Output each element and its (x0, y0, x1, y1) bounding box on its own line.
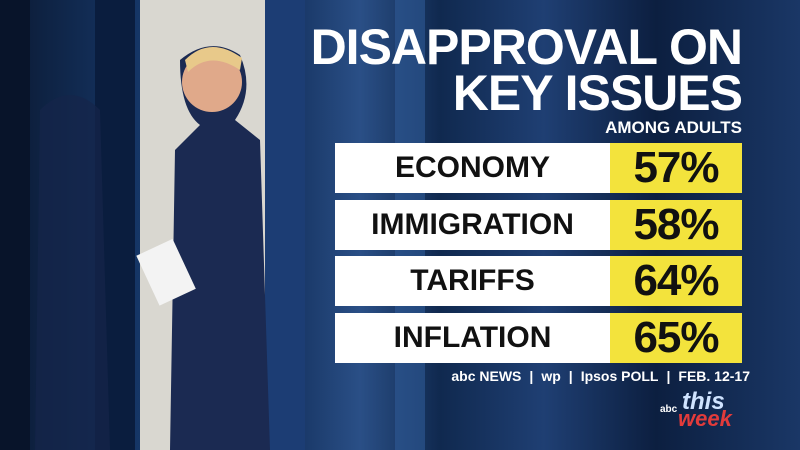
reflection (35, 95, 110, 450)
table-row: TARIFFS 64% (335, 256, 742, 307)
issue-label: ECONOMY (335, 143, 610, 193)
source-part: wp (541, 368, 561, 384)
disapproval-value: 64% (610, 256, 742, 307)
source: abc NEWS | wp | Ipsos POLL | FEB. 12-17 (451, 368, 750, 384)
issue-label: TARIFFS (335, 256, 610, 307)
head (182, 52, 242, 112)
curtain (265, 0, 305, 450)
person (170, 46, 270, 450)
disapproval-value: 58% (610, 199, 742, 250)
source-part: abc NEWS (451, 368, 522, 384)
source-part: FEB. 12-17 (678, 368, 750, 384)
curtain (0, 0, 30, 450)
title-line: DISAPPROVAL ON (310, 19, 743, 75)
separator: | (568, 368, 573, 384)
issue-label: INFLATION (335, 313, 610, 364)
table-row: INFLATION 65% (335, 313, 742, 364)
disapproval-value: 65% (610, 313, 742, 364)
source-part: Ipsos POLL (580, 368, 659, 384)
title-line: KEY ISSUES (452, 65, 743, 121)
hair (185, 46, 242, 72)
disapproval-value: 57% (610, 143, 742, 193)
logo-text: week (678, 406, 732, 431)
papers (136, 238, 196, 306)
subtitle: AMONG ADULTS (605, 118, 742, 137)
logo-text: this (682, 388, 725, 415)
issue-label: IMMIGRATION (335, 199, 610, 250)
separator: | (666, 368, 671, 384)
separator: | (529, 368, 534, 384)
table-row: IMMIGRATION 58% (335, 199, 742, 250)
table-row: ECONOMY 57% (335, 143, 742, 193)
logo-network: abc (660, 404, 678, 415)
